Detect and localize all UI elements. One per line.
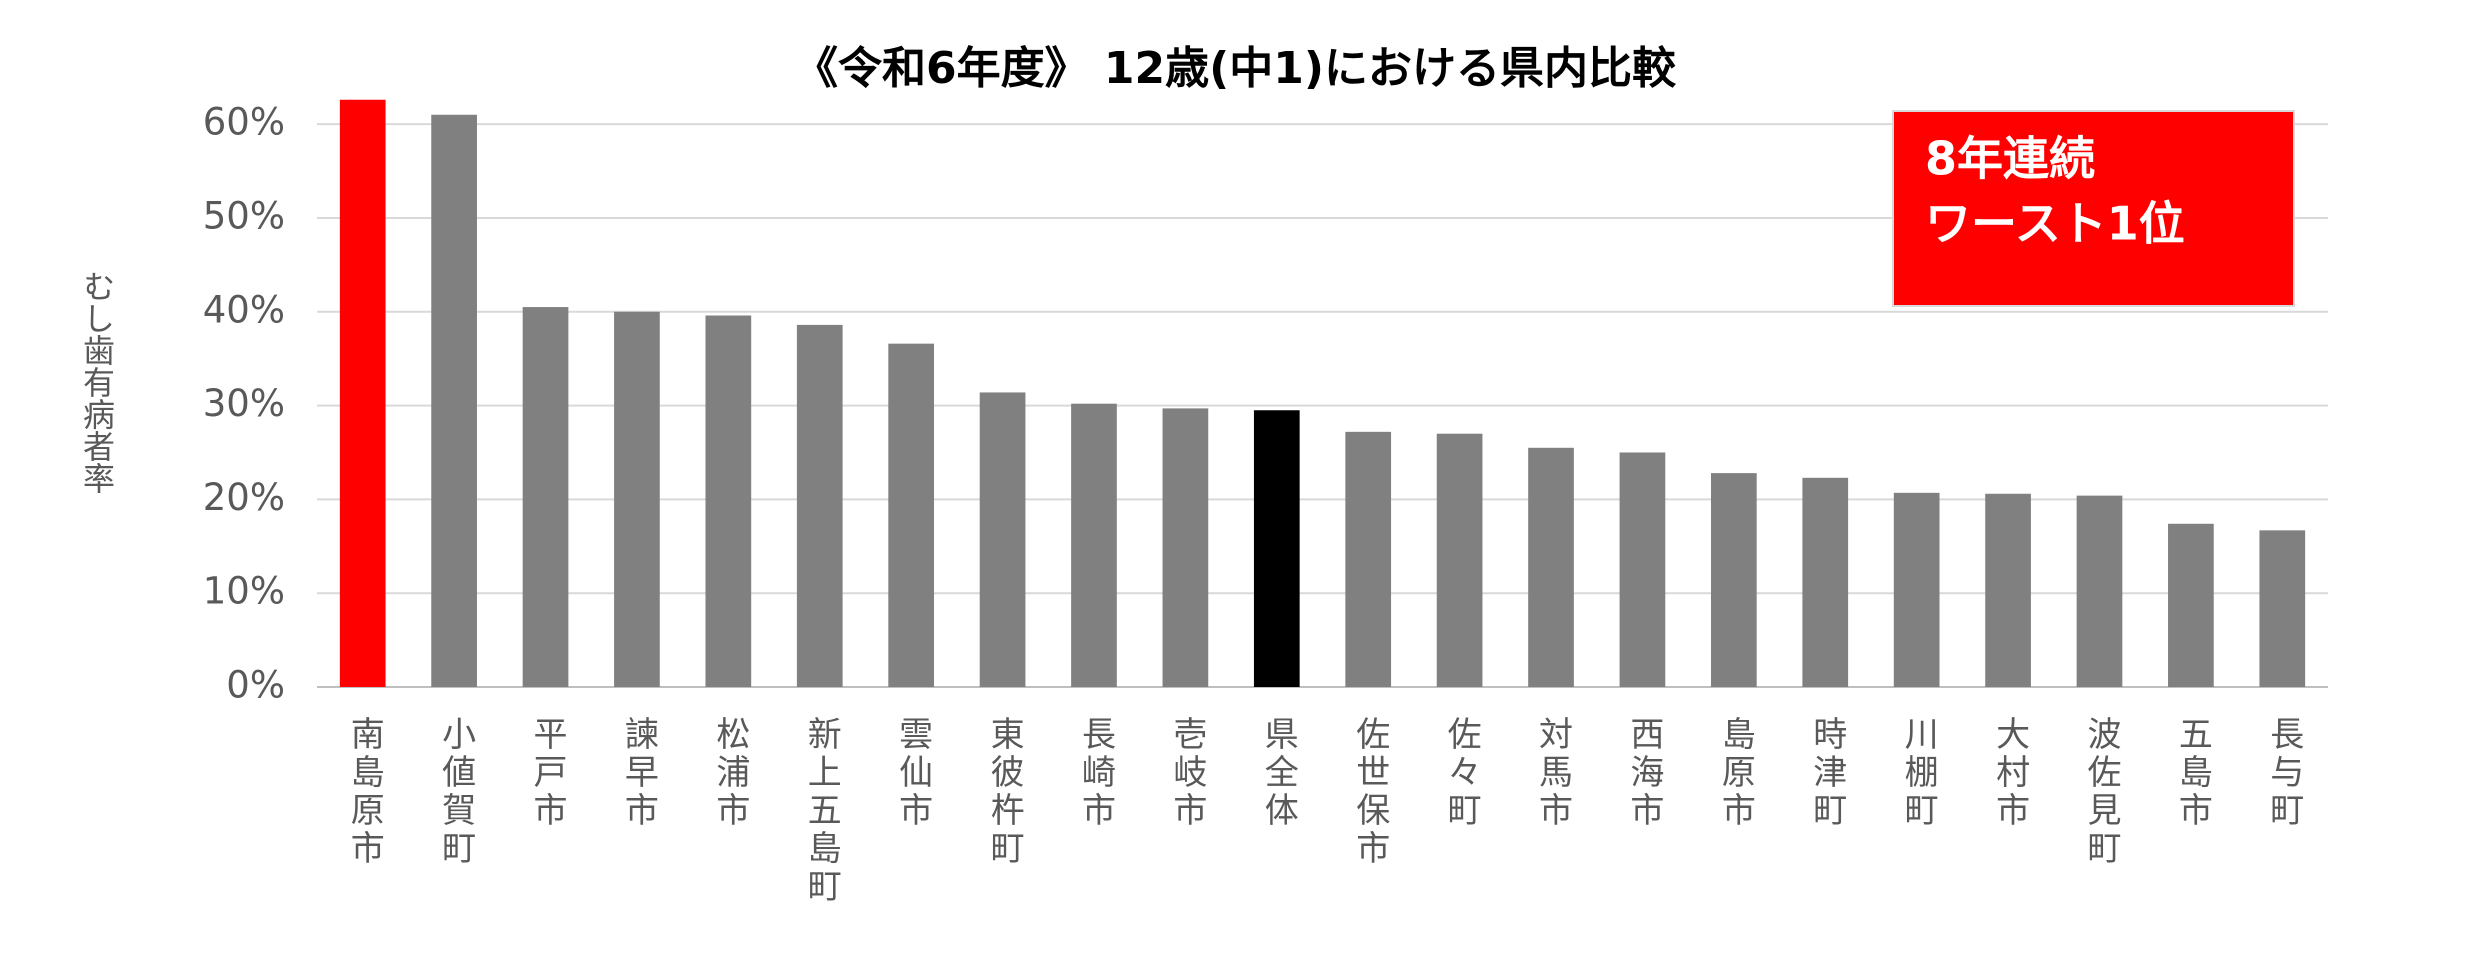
bar bbox=[522, 307, 569, 687]
y-tick-label: 50% bbox=[203, 194, 285, 237]
x-tick-label: 新上五島町 bbox=[801, 716, 841, 906]
x-tick-label: 川棚町 bbox=[1898, 716, 1938, 830]
bar bbox=[1893, 492, 1940, 687]
bar bbox=[2259, 530, 2306, 687]
y-tick-label: 10% bbox=[203, 570, 285, 613]
bar bbox=[1802, 477, 1849, 687]
bar bbox=[796, 324, 843, 687]
bar bbox=[705, 315, 752, 687]
bar bbox=[2168, 523, 2214, 687]
bar bbox=[614, 311, 660, 687]
bar bbox=[1071, 403, 1117, 687]
x-tick-label: 時津町 bbox=[1807, 716, 1847, 830]
bar bbox=[1345, 431, 1392, 687]
bar bbox=[2076, 495, 2123, 687]
bar bbox=[1528, 447, 1574, 687]
x-tick-label: 長崎市 bbox=[1075, 716, 1115, 830]
x-tick-label: 佐世保市 bbox=[1350, 716, 1390, 868]
y-axis-label: むし歯有病者率 bbox=[78, 270, 116, 494]
annotation-box bbox=[1892, 110, 2295, 307]
x-tick-label: 西海市 bbox=[1624, 716, 1664, 830]
y-tick-label: 20% bbox=[203, 476, 285, 519]
x-tick-label: 東彼杵町 bbox=[984, 716, 1024, 868]
bar bbox=[979, 392, 1026, 687]
annotation-text: 8年連続 bbox=[1925, 132, 2095, 186]
y-tick-label: 30% bbox=[203, 382, 285, 425]
x-tick-label: 平戸市 bbox=[527, 716, 567, 830]
x-tick-label: 雲仙市 bbox=[893, 716, 933, 830]
bar bbox=[1619, 452, 1666, 687]
x-tick-label: 壱岐市 bbox=[1167, 716, 1207, 830]
x-tick-label: 松浦市 bbox=[710, 716, 750, 830]
x-tick-label: 波佐見町 bbox=[2081, 716, 2121, 868]
x-tick-label: 大村市 bbox=[1990, 716, 2030, 830]
y-tick-label: 60% bbox=[203, 101, 285, 144]
x-tick-label: 南島原市 bbox=[344, 716, 384, 868]
x-tick-label: 長与町 bbox=[2264, 716, 2304, 830]
x-tick-label: 対馬市 bbox=[1533, 716, 1573, 830]
chart-title: 《令和6年度》 12歳(中1)における県内比較 bbox=[794, 43, 1677, 94]
bar bbox=[1710, 473, 1757, 687]
bar bbox=[431, 114, 477, 687]
x-tick-label: 五島市 bbox=[2172, 716, 2212, 830]
x-tick-label: 小値賀町 bbox=[436, 716, 476, 868]
annotation-text: ワースト1位 bbox=[1925, 197, 2185, 251]
bar bbox=[1436, 433, 1483, 687]
bar bbox=[1253, 410, 1300, 687]
bar bbox=[888, 343, 935, 687]
bar bbox=[1985, 493, 2031, 687]
y-tick-label: 0% bbox=[226, 664, 285, 707]
x-tick-label: 県全体 bbox=[1258, 716, 1298, 830]
x-tick-label: 佐々町 bbox=[1441, 716, 1481, 830]
bar bbox=[1162, 408, 1209, 687]
bar bbox=[339, 99, 386, 687]
x-tick-label: 諫早市 bbox=[618, 716, 658, 830]
x-tick-label: 島原市 bbox=[1715, 716, 1755, 830]
y-tick-label: 40% bbox=[203, 288, 285, 331]
